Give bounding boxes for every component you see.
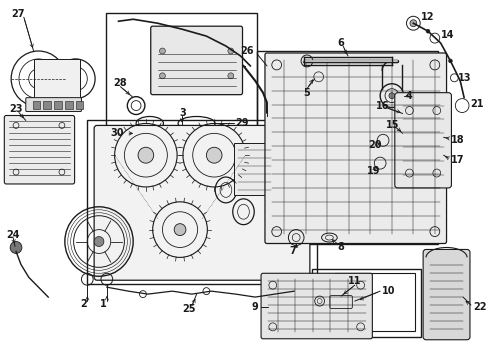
- Text: 24: 24: [6, 230, 20, 239]
- Text: 4: 4: [405, 91, 411, 101]
- Text: 7: 7: [288, 247, 295, 256]
- Circle shape: [138, 147, 153, 163]
- Text: 15: 15: [385, 121, 399, 130]
- Bar: [43, 100, 51, 109]
- Text: 28: 28: [113, 78, 127, 88]
- Bar: [335, 273, 414, 331]
- Bar: [33, 100, 41, 109]
- Text: 6: 6: [337, 38, 344, 48]
- FancyBboxPatch shape: [26, 98, 81, 112]
- Text: 13: 13: [457, 73, 471, 83]
- Circle shape: [425, 29, 429, 33]
- Bar: [65, 100, 73, 109]
- Text: 9: 9: [251, 302, 258, 312]
- Bar: [233, 143, 274, 195]
- Text: 10: 10: [381, 286, 395, 296]
- Bar: [257, 51, 437, 244]
- FancyBboxPatch shape: [4, 116, 75, 184]
- FancyBboxPatch shape: [261, 273, 371, 339]
- Bar: [87, 121, 316, 284]
- Text: 8: 8: [337, 243, 344, 252]
- Text: 23: 23: [9, 104, 22, 113]
- Text: 19: 19: [366, 166, 379, 176]
- Circle shape: [447, 59, 451, 63]
- Text: 25: 25: [182, 304, 195, 314]
- Circle shape: [10, 242, 22, 253]
- Text: 27: 27: [11, 9, 24, 19]
- Text: 29: 29: [235, 118, 249, 129]
- Bar: [76, 100, 83, 109]
- Bar: [34, 59, 81, 99]
- Text: 22: 22: [472, 302, 486, 312]
- Circle shape: [159, 73, 165, 79]
- Circle shape: [174, 224, 185, 235]
- Circle shape: [227, 73, 233, 79]
- Text: 1: 1: [100, 299, 106, 309]
- Bar: [54, 100, 62, 109]
- Bar: [266, 61, 432, 205]
- Text: 16: 16: [375, 100, 389, 111]
- Bar: [311, 269, 420, 337]
- Text: 26: 26: [240, 46, 254, 56]
- Text: 2: 2: [80, 299, 86, 309]
- Text: 20: 20: [367, 140, 381, 150]
- FancyBboxPatch shape: [94, 125, 309, 280]
- FancyBboxPatch shape: [422, 249, 469, 340]
- FancyBboxPatch shape: [264, 53, 446, 243]
- Text: 3: 3: [179, 108, 185, 117]
- Circle shape: [94, 237, 103, 247]
- Text: 30: 30: [110, 129, 124, 138]
- Circle shape: [388, 93, 394, 99]
- Circle shape: [227, 48, 233, 54]
- FancyBboxPatch shape: [394, 93, 450, 188]
- Text: 17: 17: [449, 155, 463, 165]
- Text: 11: 11: [347, 276, 361, 286]
- Circle shape: [159, 48, 165, 54]
- Circle shape: [206, 147, 222, 163]
- Text: 18: 18: [449, 135, 463, 145]
- Circle shape: [409, 20, 416, 27]
- FancyBboxPatch shape: [150, 26, 242, 95]
- Text: 12: 12: [420, 12, 434, 22]
- Text: 5: 5: [303, 88, 310, 98]
- Text: 21: 21: [469, 99, 483, 109]
- Bar: [105, 13, 257, 142]
- Text: 14: 14: [440, 30, 453, 40]
